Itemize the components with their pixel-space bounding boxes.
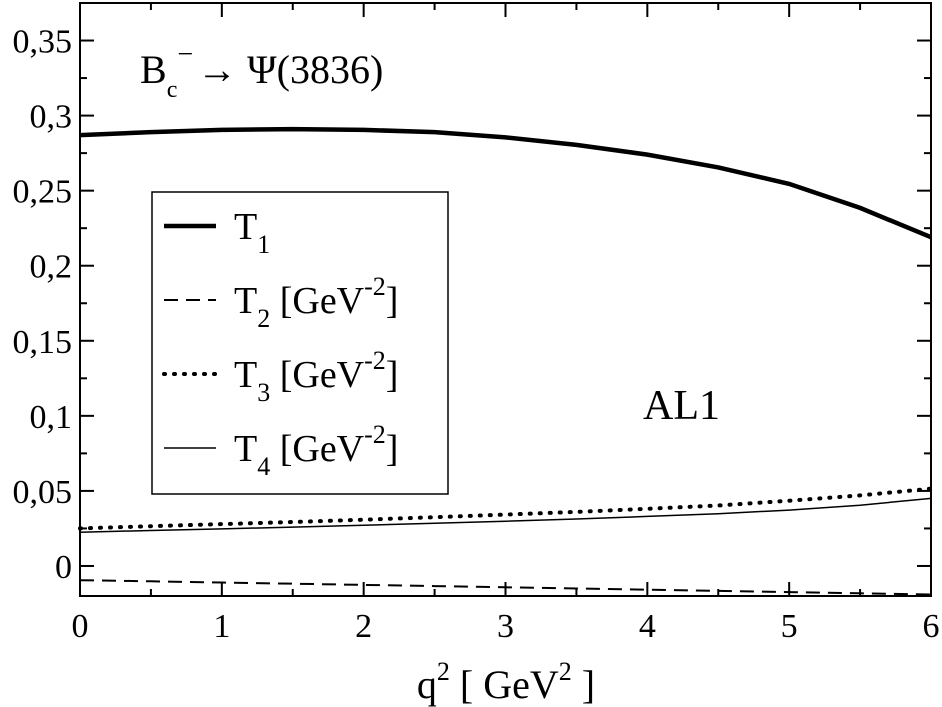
y-tick-label: 0,05 <box>13 474 73 511</box>
series-line-t2 <box>79 579 932 596</box>
x-tick-label: 6 <box>923 608 940 645</box>
y-tick-label: 0,15 <box>13 324 73 361</box>
series-line-t1 <box>79 126 932 240</box>
y-tick-label: 0,3 <box>30 99 73 136</box>
legend-label-t3: T3 [GeV-2] <box>234 346 398 407</box>
series-line-t4 <box>79 497 932 533</box>
y-tick-label: 0,35 <box>13 24 73 61</box>
legend-label-t2: T2 [GeV-2] <box>234 272 398 333</box>
x-tick-label: 3 <box>497 608 514 645</box>
series-line-t3 <box>78 486 933 531</box>
x-tick-label: 5 <box>781 608 798 645</box>
legend: T1 T2 [GeV-2] T3 [GeV-2] T4 [GeV-2] <box>151 191 449 495</box>
ticks: 0 1 2 3 4 5 6 0 0,05 0,1 0,15 0,2 0,25 0,3 0,35 <box>13 2 940 645</box>
decay-annotation: Bc− → Ψ(3836) <box>140 39 383 103</box>
x-tick-label: 1 <box>213 608 230 645</box>
legend-label-t4: T4 [GeV-2] <box>234 420 398 481</box>
legend-items: T1 T2 [GeV-2] T3 [GeV-2] T4 [GeV-2] <box>162 206 398 481</box>
y-tick-label: 0,2 <box>30 249 73 286</box>
x-tick-label: 0 <box>72 608 89 645</box>
y-tick-label: 0,1 <box>30 399 73 436</box>
x-axis-label: q2 [ GeV2 ] <box>417 657 595 707</box>
y-tick-label: 0,25 <box>13 174 73 211</box>
legend-label-t1: T1 <box>234 206 270 259</box>
legend-box <box>151 191 449 495</box>
series-lines <box>78 126 933 596</box>
model-label: AL1 <box>643 383 720 429</box>
y-tick-label: 0 <box>55 549 72 586</box>
x-tick-label: 2 <box>355 608 372 645</box>
x-tick-label: 4 <box>639 608 656 645</box>
